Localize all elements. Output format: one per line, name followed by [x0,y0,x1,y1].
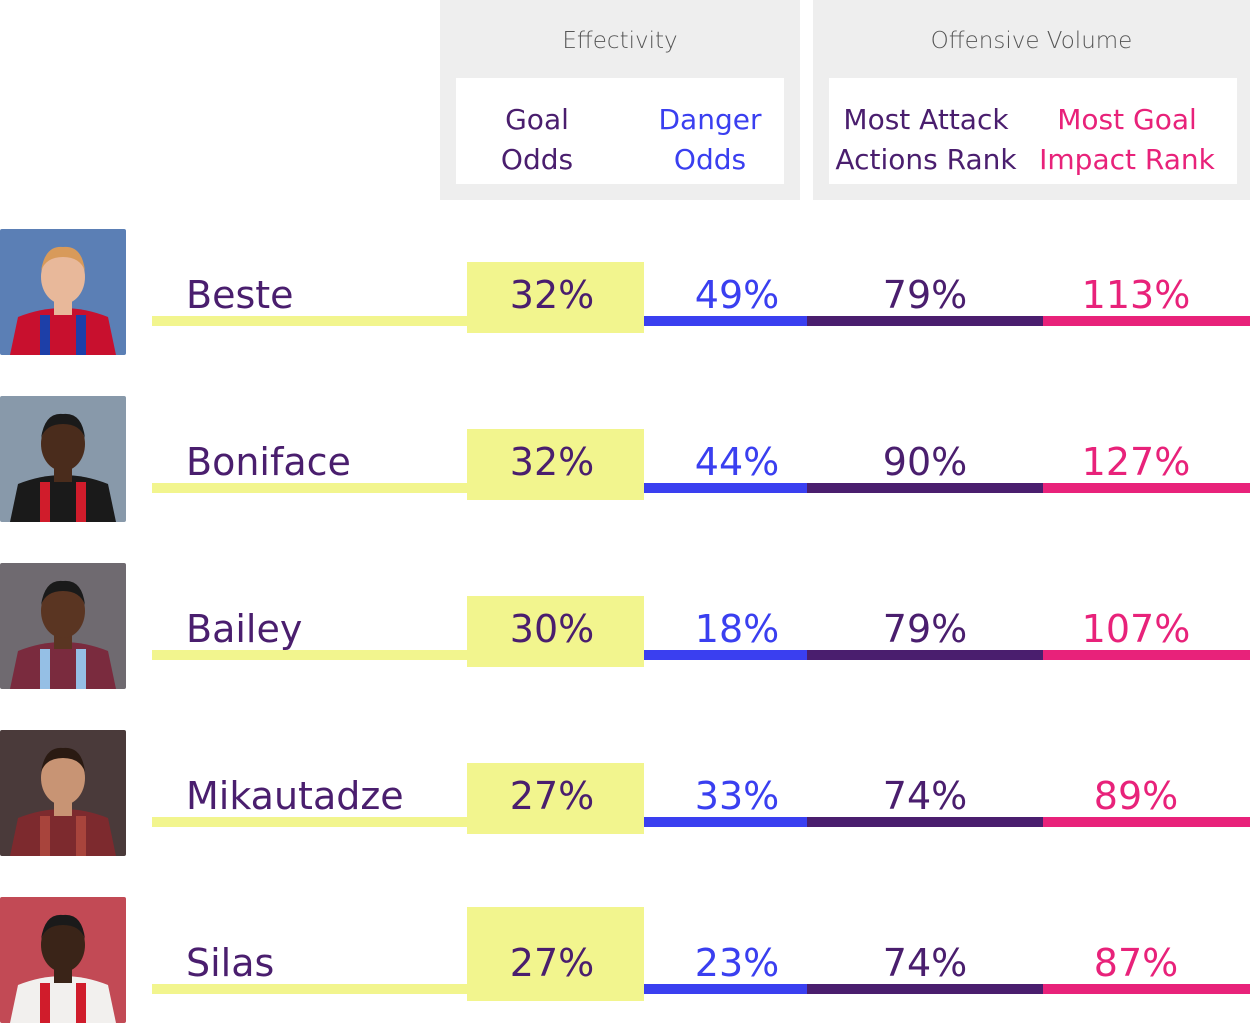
player-photo-art [0,229,126,355]
offensive-volume-group: Offensive Volume [813,0,1250,200]
effectivity-inner-box [456,78,784,184]
danger-odds-value: 18% [694,607,780,651]
header-most-goal-line2: Impact Rank [1039,143,1215,176]
most-attack-value: 74% [882,774,968,818]
player-row: Boniface 32% 44% 90% 127% [0,396,1250,522]
header-danger-odds-line1: Danger [658,103,762,136]
player-name: Bailey [186,607,303,651]
player-name: Beste [186,273,294,317]
player-photo-art [0,563,126,689]
impact-underline-bar [1043,817,1250,827]
most-attack-value: 74% [882,941,968,985]
attack-underline-bar [807,316,1043,326]
impact-underline-bar [1043,483,1250,493]
player-row: Bailey 30% 18% 79% 107% [0,563,1250,689]
most-goal-value: 89% [1093,774,1179,818]
offensive-volume-title: Offensive Volume [930,28,1133,54]
danger-odds-value: 44% [694,440,780,484]
player-photo [0,229,126,355]
header-most-attack: Most Attack Actions Rank [826,100,1026,180]
danger-odds-value: 49% [694,273,780,317]
most-goal-value: 127% [1081,440,1191,484]
player-photo-art [0,396,126,522]
player-photo [0,563,126,689]
offensive-volume-inner-box [829,78,1237,184]
goal-odds-value: 30% [509,607,595,651]
header-danger-odds: Danger Odds [610,100,810,180]
danger-underline-bar [644,650,807,660]
danger-odds-value: 33% [694,774,780,818]
goal-underline-bar [152,483,644,493]
most-attack-value: 79% [882,273,968,317]
attack-underline-bar [807,984,1043,994]
player-row: Beste 32% 49% 79% 113% [0,229,1250,355]
goal-odds-value: 27% [509,774,595,818]
player-photo-art [0,730,126,856]
goal-underline-bar [152,316,644,326]
header-goal-odds-line2: Odds [500,143,574,176]
player-photo [0,730,126,856]
player-name: Boniface [186,440,351,484]
goal-underline-bar [152,817,644,827]
impact-underline-bar [1043,316,1250,326]
attack-underline-bar [807,483,1043,493]
most-goal-value: 113% [1081,273,1191,317]
goal-odds-value: 27% [509,941,595,985]
header-danger-odds-line2: Odds [673,143,747,176]
danger-underline-bar [644,483,807,493]
effectivity-title: Effectivity [562,28,678,54]
header-most-attack-line1: Most Attack [843,103,1009,136]
header-most-goal: Most Goal Impact Rank [1027,100,1227,180]
danger-underline-bar [644,316,807,326]
player-name: Mikautadze [186,774,404,818]
goal-underline-bar [152,984,644,994]
danger-odds-value: 23% [694,941,780,985]
header-most-goal-line1: Most Goal [1057,103,1197,136]
danger-underline-bar [644,817,807,827]
most-attack-value: 79% [882,607,968,651]
goal-underline-bar [152,650,644,660]
impact-underline-bar [1043,650,1250,660]
impact-underline-bar [1043,984,1250,994]
goal-odds-value: 32% [509,273,595,317]
player-row: Silas 27% 23% 74% 87% [0,897,1250,1023]
player-photo [0,897,126,1023]
header-goal-odds: Goal Odds [437,100,637,180]
player-photo-art [0,897,126,1023]
effectivity-group: Effectivity [440,0,800,200]
player-photo [0,396,126,522]
goal-odds-value: 32% [509,440,595,484]
header-goal-odds-line1: Goal [505,103,569,136]
player-name: Silas [186,941,275,985]
player-row: Mikautadze 27% 33% 74% 89% [0,730,1250,856]
most-goal-value: 87% [1093,941,1179,985]
attack-underline-bar [807,817,1043,827]
header-most-attack-line2: Actions Rank [835,143,1017,176]
most-goal-value: 107% [1081,607,1191,651]
most-attack-value: 90% [882,440,968,484]
attack-underline-bar [807,650,1043,660]
danger-underline-bar [644,984,807,994]
